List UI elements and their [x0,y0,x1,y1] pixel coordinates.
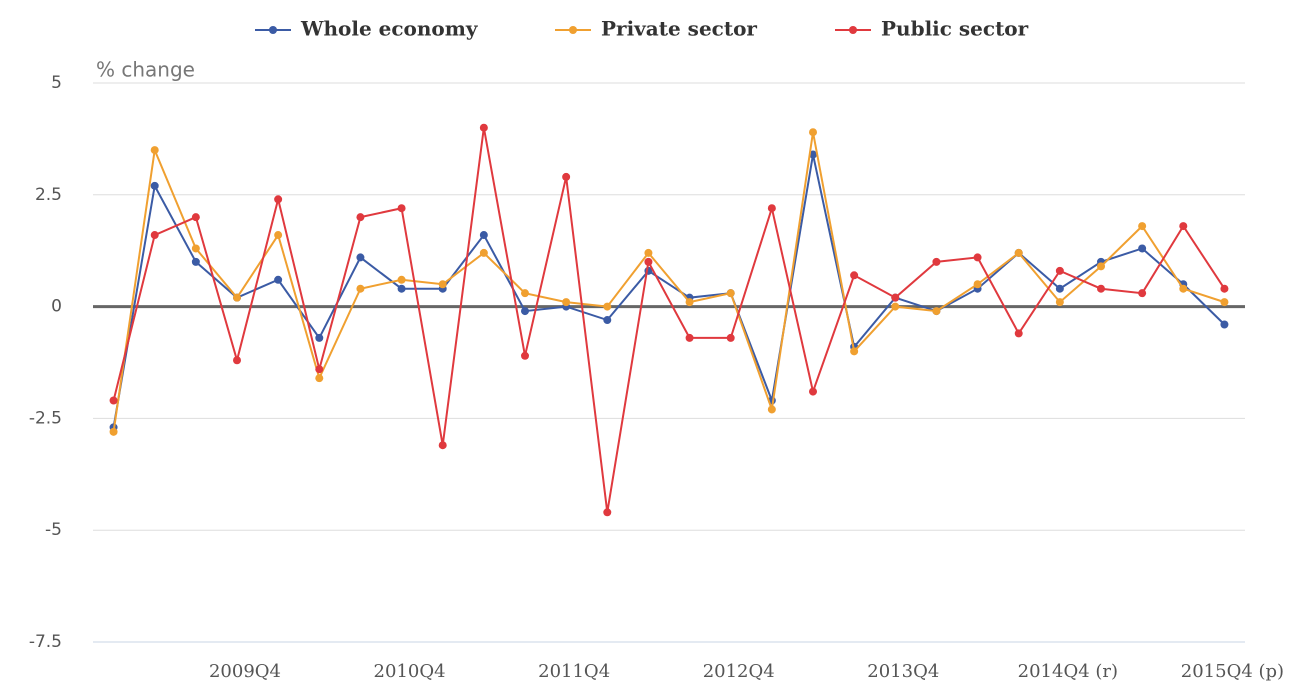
data-point [521,307,529,316]
data-point [274,275,283,284]
legend-label: Whole economy [300,17,479,41]
series [109,123,1229,517]
data-point [109,427,118,436]
data-point [1055,266,1064,275]
data-point [479,231,488,240]
data-point [932,257,941,266]
data-point [356,284,365,293]
series [109,128,1229,436]
series-line [112,127,1226,513]
legend-label: Private sector [601,17,757,41]
data-point [109,396,118,405]
data-point [191,213,200,222]
y-tick-label: 5 [51,73,62,93]
data-point [233,356,241,365]
data-point [191,244,200,253]
data-point [1220,320,1229,329]
data-point [1220,284,1229,293]
data-point [315,365,324,374]
data-point [603,316,612,325]
y-tick-label: -2.5 [29,408,62,428]
y-axis-label: % change [96,58,195,82]
y-tick-label: -7.5 [29,632,62,652]
data-point [1055,284,1064,293]
x-tick-label: 2014Q4 (r) [1018,661,1118,682]
data-point [150,181,159,190]
data-point [973,253,982,262]
y-tick-label: -5 [45,520,62,540]
x-tick-label: 2012Q4 [703,661,775,682]
x-tick-label: 2015Q4 (p) [1181,661,1284,682]
data-point [809,387,817,396]
data-point [850,347,859,356]
data-point [973,280,982,289]
data-point [397,275,406,284]
data-point [521,351,529,360]
data-point [932,307,941,316]
data-point [726,333,735,342]
data-point [1138,222,1147,231]
data-point [1138,289,1147,298]
y-tick-label: 2.5 [35,185,62,205]
x-tick-label: 2011Q4 [538,661,610,682]
data-point [438,280,447,289]
data-point [191,257,200,266]
x-tick-label: 2009Q4 [209,661,281,682]
data-point [562,298,571,307]
data-point [1055,298,1064,307]
series-line [112,132,1225,432]
data-point [1179,222,1188,231]
data-point [274,231,283,240]
data-point [397,284,406,293]
data-point [891,302,900,311]
data-point [274,195,283,204]
data-point [1097,262,1105,271]
data-point [850,271,859,280]
data-point [1014,329,1023,338]
legend-label: Public sector [881,17,1029,41]
data-point [521,289,529,298]
data-point [1138,244,1147,253]
data-point [767,204,776,213]
y-tick-label: 0 [51,297,62,317]
data-point [603,508,612,517]
data-point [1179,284,1188,293]
legend-marker [269,26,277,34]
data-point [1220,298,1229,307]
data-point [603,302,612,311]
data-point [726,289,735,298]
data-point [685,298,694,307]
data-point [809,150,817,159]
data-point [562,172,571,181]
data-point [767,405,776,414]
data-point [315,374,324,383]
legend-marker [849,26,857,34]
series [109,150,1229,432]
data-point [891,293,900,302]
x-tick-label: 2013Q4 [867,661,939,682]
data-point [315,333,324,342]
data-point [356,253,365,262]
data-point [809,128,817,137]
data-point [685,333,694,342]
data-point [233,293,241,302]
data-point [397,204,406,213]
data-point [150,231,159,240]
data-point [644,248,653,257]
x-tick-label: 2010Q4 [374,661,446,682]
data-point [438,441,447,450]
data-point [479,248,488,257]
data-point [644,257,653,266]
legend-marker [569,26,577,34]
data-point [479,123,488,132]
data-point [1014,248,1023,257]
data-point [356,213,365,222]
data-point [150,146,159,155]
data-point [1097,284,1105,293]
